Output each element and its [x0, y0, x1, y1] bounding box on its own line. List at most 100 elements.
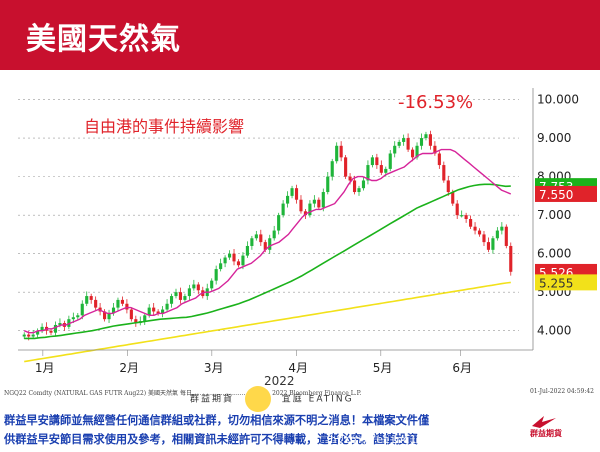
- candle-body: [335, 145, 339, 162]
- candle-body: [330, 161, 334, 177]
- candle-body: [303, 211, 308, 216]
- price-tag: [535, 274, 597, 291]
- candle-body: [357, 188, 361, 193]
- candle-body: [299, 199, 303, 212]
- candle-body: [321, 192, 325, 208]
- candle-body: [263, 242, 267, 250]
- candle-body: [22, 334, 26, 337]
- ma-fast-line: [23, 148, 512, 334]
- watermark-year: 2022: [264, 374, 295, 388]
- candle-body: [259, 234, 263, 243]
- candle-body: [437, 153, 441, 166]
- candle-body: [111, 307, 116, 314]
- candle-body: [419, 138, 424, 146]
- candle-body: [344, 157, 348, 177]
- watermark-tail: 宜庭 EATING: [281, 394, 354, 405]
- candle-body: [219, 263, 223, 270]
- candle-body: [491, 238, 495, 250]
- candle-body: [482, 234, 486, 243]
- source-text: NGQ22 Comdty (NATURAL GAS FUTR Aug22) 美國…: [4, 390, 362, 397]
- candle-body: [183, 296, 187, 300]
- candle-body: [495, 230, 499, 239]
- candle-body: [428, 134, 432, 146]
- candle-body: [486, 242, 491, 250]
- candle-body: [152, 307, 156, 312]
- candle-body: [370, 157, 374, 166]
- candle-body: [134, 319, 138, 324]
- candle-body: [290, 188, 294, 196]
- candle-body: [49, 330, 53, 333]
- candle-body: [294, 188, 299, 200]
- candle-body: [169, 296, 174, 304]
- candle-body: [424, 134, 428, 139]
- candle-body: [312, 199, 316, 204]
- candle-body: [241, 255, 245, 266]
- candle-body: [165, 303, 169, 310]
- candle-body: [53, 324, 58, 333]
- candle-body: [40, 326, 44, 331]
- candle-body: [281, 203, 285, 216]
- candle-body: [236, 261, 241, 266]
- chart-area: 10.000 9.000 8.000 7.000 6.000 5.000 4.000 1月 2月…: [0, 80, 600, 380]
- candle-body: [379, 165, 383, 173]
- candle-body: [339, 145, 343, 158]
- candle-body: [473, 226, 477, 231]
- candle-body: [272, 230, 276, 239]
- x-tick-label: 6月: [452, 361, 472, 375]
- disclaimer-line-1: 群益早安講師並無經營任何通信群組或社群，切勿相信來源不明之消息！本檔案文件僅: [4, 414, 430, 427]
- candle-body: [245, 245, 249, 256]
- candle-body: [477, 230, 482, 235]
- candle-body: [397, 141, 401, 146]
- brand-wing-icon: [532, 416, 556, 428]
- candle-body: [214, 269, 218, 281]
- x-tick-label: 4月: [288, 361, 308, 375]
- candle-body: [223, 257, 227, 264]
- candle-body: [326, 176, 330, 193]
- brand-logo: 群益期貨: [530, 414, 596, 444]
- headline-annotation: 自由港的事件持續影響: [84, 117, 244, 136]
- candle-body: [156, 311, 160, 314]
- candle-body: [107, 313, 111, 320]
- watermark-url: http://eting1688.pixnet.net/album: [330, 433, 549, 446]
- candle-body: [89, 296, 93, 300]
- candle-body: [406, 138, 410, 150]
- candle-body: [268, 238, 272, 250]
- y-tick-label: 9.000: [537, 131, 571, 145]
- candle-body: [286, 195, 290, 204]
- x-tick-label: 1月: [35, 361, 55, 375]
- candle-body: [375, 157, 379, 166]
- candle-body: [250, 238, 254, 246]
- candle-body: [116, 299, 120, 308]
- candle-body: [129, 309, 133, 320]
- x-tick-label: 3月: [204, 361, 224, 375]
- source-line: NGQ22 Comdty (NATURAL GAS FUTR Aug22) 美國…: [4, 388, 596, 400]
- candle-body: [254, 234, 258, 239]
- candle-body: [366, 165, 370, 181]
- candle-body: [58, 323, 62, 325]
- page-title: 美國天然氣: [26, 22, 181, 57]
- title-bar: 美國天然氣: [0, 0, 600, 70]
- candle-body: [509, 245, 513, 272]
- candle-body: [178, 292, 183, 300]
- candle-body: [308, 203, 312, 216]
- y-tick-label: 10.000: [537, 93, 579, 107]
- candle-body: [27, 334, 31, 337]
- watermark-name-text: 群益期貨: [190, 394, 235, 405]
- change-annotation: -16.53%: [398, 92, 473, 113]
- candle-body: [192, 284, 196, 289]
- candle-body: [227, 253, 232, 258]
- candle-body: [210, 280, 214, 289]
- candle-body: [174, 292, 178, 297]
- disclaimer-line-2: 供群益早安節目需求使用及參考，相關資訊未經許可不得轉載，違者必究。謹慎投資: [4, 433, 418, 446]
- candle-body: [232, 253, 236, 262]
- candle-body: [393, 145, 397, 154]
- candle-body: [451, 192, 455, 204]
- candle-body: [31, 334, 35, 337]
- candle-body: [85, 296, 89, 304]
- candle-body: [187, 288, 191, 297]
- candle-body: [384, 168, 388, 173]
- candle-body: [348, 176, 352, 181]
- candle-body: [103, 311, 107, 320]
- ma-slow-line: [24, 281, 511, 363]
